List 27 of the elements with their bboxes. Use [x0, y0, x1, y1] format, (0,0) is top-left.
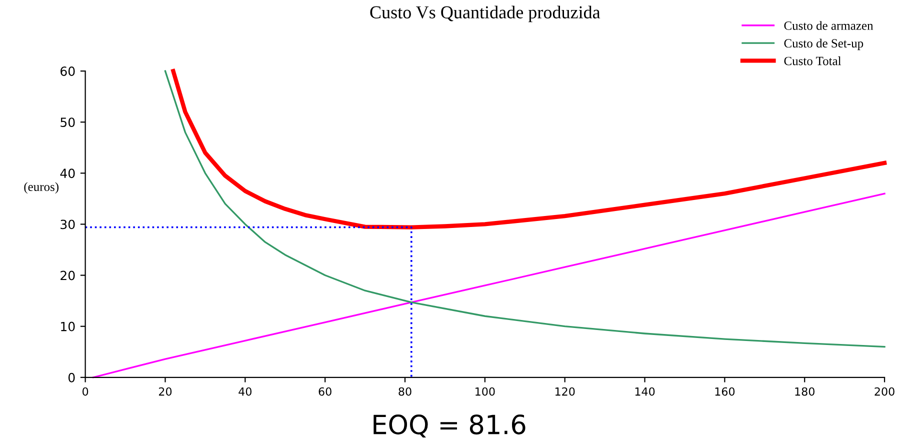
y-tick-label: 50 — [60, 118, 75, 128]
x-tick-label: 80 — [398, 387, 412, 396]
y-axis-title: (euros) — [24, 182, 59, 194]
x-tick-label: 200 — [874, 387, 894, 396]
text: EOQ = 81.6 — [374, 414, 526, 438]
x-tick-label: 60 — [318, 387, 332, 396]
y-tick-label: 30 — [60, 220, 75, 230]
line-series — [164, 70, 886, 348]
y-tick-label: 20 — [60, 270, 75, 280]
legend-label: Custo de Set-up — [784, 38, 864, 50]
y-tick-label: 0 — [68, 372, 75, 382]
legend-label: Custo Total — [784, 56, 842, 66]
x-tick-label: 160 — [715, 387, 735, 396]
x-tick-label: 140 — [635, 387, 655, 396]
x-tick-label: 120 — [555, 387, 575, 396]
chart-title: Custo Vs Quantidade produzida — [370, 6, 600, 22]
x-tick-label: 20 — [158, 387, 172, 396]
x-tick-label: 180 — [795, 387, 814, 396]
line-series — [92, 192, 886, 378]
line-series — [171, 68, 887, 230]
x-tick-label: 100 — [476, 387, 495, 396]
y-tick-label: 10 — [61, 322, 75, 332]
legend-label: Custo de armazen — [784, 21, 874, 30]
y-tick-label: 60 — [60, 66, 75, 76]
x-tick-label: 40 — [238, 387, 252, 396]
y-tick-label: 40 — [60, 168, 75, 178]
x-tick-label: 0 — [82, 387, 88, 396]
